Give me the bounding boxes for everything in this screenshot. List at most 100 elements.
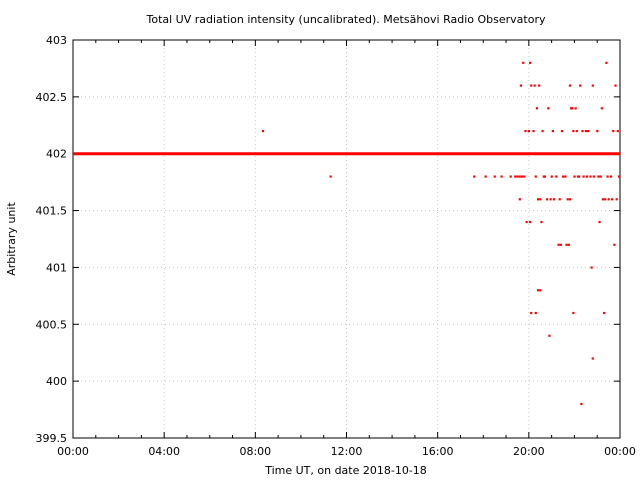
data-point — [546, 198, 549, 201]
data-point — [559, 243, 562, 246]
y-tick-label: 402.5 — [36, 91, 68, 104]
data-point — [572, 311, 575, 315]
data-point — [524, 129, 527, 133]
data-point — [550, 175, 553, 178]
y-tick-label: 400 — [46, 375, 67, 388]
y-tick-label: 402 — [46, 148, 67, 161]
data-point — [518, 198, 521, 201]
data-point — [582, 175, 585, 178]
data-point — [514, 175, 517, 178]
data-point — [567, 243, 570, 246]
data-point — [617, 175, 621, 178]
data-point — [543, 175, 546, 178]
data-point — [574, 107, 577, 110]
y-axis-label: Arbitrary unit — [5, 202, 18, 276]
axis-ticks — [72, 39, 621, 439]
data-point — [605, 61, 608, 64]
chart-title: Total UV radiation intensity (uncalibrat… — [146, 13, 546, 26]
data-point — [555, 175, 558, 178]
data-point — [548, 334, 551, 337]
data-point — [612, 129, 615, 133]
y-tick-label: 400.5 — [36, 318, 68, 331]
y-tick-label: 399.5 — [36, 432, 68, 445]
data-point — [539, 289, 542, 292]
plot-frame — [72, 39, 621, 439]
data-point — [589, 175, 592, 178]
data-point — [484, 175, 487, 178]
data-point — [600, 107, 603, 110]
x-tick-labels: 00:00 04:00 08:00 12:00 16:00 20:00 00:00 — [57, 445, 636, 458]
data-point — [613, 243, 616, 246]
data-point — [522, 61, 525, 64]
data-point — [566, 198, 569, 201]
data-point — [527, 129, 531, 133]
data-point — [580, 402, 583, 406]
data-point — [601, 198, 605, 201]
x-tick-label: 12:00 — [331, 445, 363, 458]
data-point — [536, 289, 540, 292]
data-point — [604, 198, 607, 201]
data-point — [585, 175, 589, 178]
data-point — [562, 175, 565, 178]
data-point — [560, 129, 564, 133]
data-point — [599, 175, 602, 178]
data-point — [596, 129, 599, 133]
data-point — [500, 175, 503, 178]
data-point — [516, 175, 519, 178]
data-point — [581, 129, 584, 133]
y-tick-labels: 399.5 400 400.5 401 401.5 402 402.5 403 — [36, 34, 68, 445]
data-point — [539, 198, 542, 201]
data-point — [540, 220, 543, 224]
data-point — [523, 175, 526, 178]
data-point — [530, 84, 533, 87]
x-tick-label: 04:00 — [148, 445, 180, 458]
data-point — [519, 84, 523, 87]
data-point — [534, 311, 537, 315]
data-point — [541, 129, 544, 133]
data-point — [573, 175, 576, 178]
data-point — [572, 129, 575, 133]
x-tick-label: 08:00 — [239, 445, 271, 458]
data-point — [606, 175, 609, 178]
data-point — [493, 175, 496, 178]
data-point — [591, 84, 594, 87]
data-point — [542, 175, 545, 178]
data-point — [587, 129, 590, 133]
y-tick-label: 401.5 — [36, 205, 68, 218]
data-point — [565, 243, 568, 246]
data-point — [261, 129, 265, 133]
grid-lines — [73, 40, 620, 438]
data-point — [593, 152, 597, 155]
data-point — [597, 175, 600, 178]
x-tick-label: 16:00 — [422, 445, 454, 458]
x-axis-label: Time UT, on date 2018-10-18 — [264, 464, 427, 477]
data-point — [549, 198, 552, 201]
data-point — [536, 198, 540, 201]
data-point — [568, 198, 572, 201]
data-point — [528, 220, 532, 224]
data-point — [534, 175, 537, 178]
data-point — [535, 107, 539, 110]
data-point — [571, 107, 574, 110]
data-point — [577, 175, 581, 178]
data-point — [609, 175, 613, 178]
data-point — [611, 198, 614, 201]
data-point — [564, 175, 567, 178]
data-point — [532, 129, 535, 133]
data-point — [525, 220, 528, 224]
data-point — [590, 266, 593, 269]
data-point — [598, 220, 601, 224]
data-point — [533, 84, 536, 87]
data-point — [579, 84, 582, 87]
data-point — [547, 107, 550, 110]
data-point — [607, 198, 610, 201]
data-points — [261, 61, 621, 406]
data-point — [591, 357, 594, 360]
y-tick-label: 401 — [46, 261, 67, 274]
data-point — [576, 175, 580, 178]
data-point — [584, 129, 588, 133]
x-tick-label: 00:00 — [57, 445, 89, 458]
data-point — [575, 129, 578, 133]
data-point — [530, 311, 533, 315]
